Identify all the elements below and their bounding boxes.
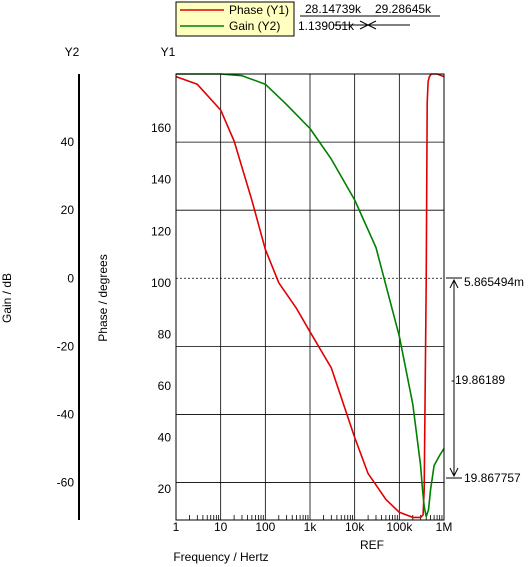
marker-arrow-down xyxy=(449,467,459,478)
y1-axis-title: Phase / degrees xyxy=(96,254,110,341)
x-axis-title: Frequency / Hertz xyxy=(173,550,268,564)
series-line-phase xyxy=(175,73,445,519)
y1-tick-label: 100 xyxy=(151,276,171,290)
x-tick-label: 1M xyxy=(436,520,453,534)
y1-tick-label: 40 xyxy=(158,431,172,445)
marker-arrow-up xyxy=(449,278,459,289)
y1-tick-label: 160 xyxy=(151,121,171,135)
cursor-dx-value: 1.139051k xyxy=(298,19,355,33)
x-ref-label: REF xyxy=(360,538,384,552)
cursor-x-right-value: 29.28645k xyxy=(375,2,432,16)
y1-axis-name: Y1 xyxy=(161,45,176,59)
y1-tick-labels: 20 40 60 80 100 120 140 160 xyxy=(151,121,171,496)
y2-tick-label: 20 xyxy=(61,203,75,217)
y2-tick-label: -60 xyxy=(57,476,75,490)
y2-tick-label: 0 xyxy=(67,271,74,285)
series-group xyxy=(175,73,445,519)
grid xyxy=(175,74,445,520)
marker-delta-value: -19.86189 xyxy=(451,373,505,387)
series-line-gain xyxy=(176,73,445,518)
cursor-x-left-value: 28.14739k xyxy=(305,2,362,16)
y1-tick-label: 60 xyxy=(158,379,172,393)
y2-tick-label: 40 xyxy=(61,135,75,149)
x-tick-label: 1k xyxy=(304,520,318,534)
y1-tick-label: 120 xyxy=(151,224,171,238)
y2-tick-label: -20 xyxy=(57,339,75,353)
x-tick-labels: 1 10 100 1k 10k 100k 1M xyxy=(173,520,453,534)
marker-top-value: 5.865494m xyxy=(464,275,524,289)
y2-axis-name: Y2 xyxy=(65,45,80,59)
legend-label-gain: Gain (Y2) xyxy=(229,19,280,33)
plot-frame xyxy=(175,73,445,521)
legend-label-phase: Phase (Y1) xyxy=(229,3,289,17)
y1-tick-label: 20 xyxy=(158,482,172,496)
right-marker: 5.865494m -19.86189 19.867757 xyxy=(446,275,524,485)
x-tick-label: 10 xyxy=(214,520,228,534)
cursor-dx-arrow-right xyxy=(366,20,377,30)
x-tick-label: 1 xyxy=(173,520,180,534)
y2-axis-title: Gain / dB xyxy=(0,273,14,323)
cursor-readout: 28.14739k 29.28645k 1.139051k xyxy=(298,2,440,33)
y1-tick-label: 140 xyxy=(151,173,171,187)
legend-box xyxy=(175,1,295,37)
y1-tick-label: 80 xyxy=(158,327,172,341)
marker-bottom-value: 19.867757 xyxy=(464,471,521,485)
x-tick-label: 10k xyxy=(345,520,365,534)
x-tick-label: 100k xyxy=(386,520,413,534)
legend: Phase (Y1) Gain (Y2) xyxy=(175,1,295,37)
y2-tick-labels: -60 -40 -20 0 20 40 xyxy=(57,135,75,489)
x-tick-label: 100 xyxy=(255,520,275,534)
y2-tick-label: -40 xyxy=(57,407,75,421)
